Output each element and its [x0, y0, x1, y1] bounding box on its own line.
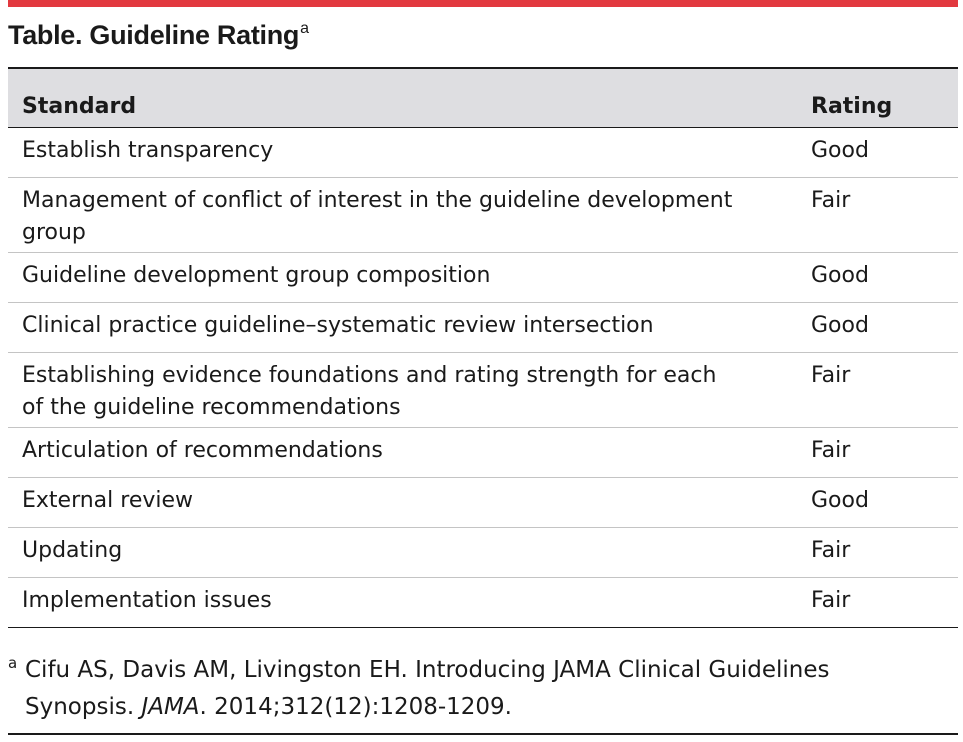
rating-cell: Good: [811, 313, 869, 338]
standard-cell: Implementation issues: [22, 588, 272, 613]
table-row: External review Good: [8, 478, 958, 528]
standard-cell: External review: [22, 488, 194, 513]
table-row: Implementation issues Fair: [8, 578, 958, 628]
rating-cell: Fair: [811, 438, 851, 463]
footnote-citation-cont: Synopsis.: [25, 694, 142, 720]
journal-name: JAMA: [141, 694, 200, 720]
footnote-line: a Cifu AS, Davis AM, Livingston EH. Intro…: [8, 645, 958, 689]
standard-cell-line: Establishing evidence foundations and ra…: [22, 363, 717, 388]
table-row: Clinical practice guideline–systematic r…: [8, 303, 958, 353]
table-row: Guideline development group composition …: [8, 253, 958, 303]
top-accent-rule: [8, 0, 958, 7]
rating-cell: Good: [811, 138, 869, 163]
standard-cell: Guideline development group composition: [22, 263, 491, 288]
rating-cell: Fair: [811, 188, 851, 213]
header-standard: Standard: [22, 94, 137, 119]
footnote-line: Synopsis. JAMA. 2014;312(12):1208-1209.: [8, 689, 958, 726]
table-row: Establishing evidence foundations and ra…: [8, 353, 958, 428]
header-rating: Rating: [811, 94, 893, 119]
guideline-rating-table: Standard Rating Establish transparency G…: [8, 67, 958, 628]
table-title-text: Table. Guideline Rating: [8, 20, 300, 50]
table-row: Articulation of recommendations Fair: [8, 428, 958, 478]
table-footnote: a Cifu AS, Davis AM, Livingston EH. Intro…: [8, 645, 958, 726]
citation-details: . 2014;312(12):1208-1209.: [199, 694, 512, 720]
standard-cell: Establish transparency: [22, 138, 274, 163]
rating-cell: Fair: [811, 538, 851, 563]
standard-cell-line: of the guideline recommendations: [22, 395, 401, 420]
table-header-row: Standard Rating: [8, 69, 958, 128]
standard-cell-line: Management of conflict of interest in th…: [22, 188, 733, 213]
rating-cell: Good: [811, 263, 869, 288]
standard-cell: Updating: [22, 538, 123, 563]
standard-cell: Establishing evidence foundations and ra…: [8, 360, 798, 427]
footnote-citation: Cifu AS, Davis AM, Livingston EH. Introd…: [25, 657, 830, 683]
rating-cell: Good: [811, 488, 869, 513]
table-row: Updating Fair: [8, 528, 958, 578]
standard-cell-line: group: [22, 220, 86, 245]
rating-cell: Fair: [811, 588, 851, 613]
title-footnote-mark: a: [300, 20, 309, 37]
footnote-mark: a: [8, 654, 18, 672]
standard-cell: Management of conflict of interest in th…: [8, 185, 798, 252]
bottom-rule: [8, 733, 958, 735]
table-row: Establish transparency Good: [8, 128, 958, 178]
table-row: Management of conflict of interest in th…: [8, 178, 958, 253]
rating-cell: Fair: [811, 363, 851, 388]
standard-cell: Articulation of recommendations: [22, 438, 383, 463]
standard-cell: Clinical practice guideline–systematic r…: [22, 313, 654, 338]
table-title: Table. Guideline Ratinga: [8, 20, 309, 51]
